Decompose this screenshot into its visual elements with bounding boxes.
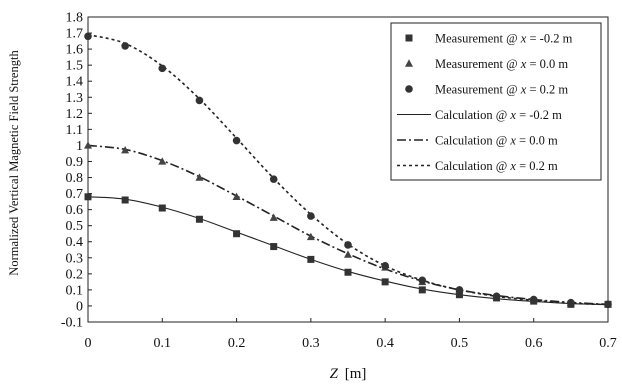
measurement-point-0-10 bbox=[455, 291, 463, 299]
measurement-point-2-10 bbox=[455, 286, 464, 294]
legend-label-prefix: Measurement @ bbox=[435, 57, 521, 71]
y-tick-label: 1.4 bbox=[66, 75, 84, 90]
axes: -0.100.10.20.30.40.50.60.70.80.911.11.21… bbox=[61, 11, 617, 352]
measurement-markers bbox=[84, 32, 612, 309]
y-tick-label: 0.4 bbox=[66, 235, 84, 250]
measurement-point-1-6 bbox=[306, 232, 315, 241]
y-tick-label: 1 bbox=[76, 139, 83, 154]
legend-box bbox=[390, 22, 602, 181]
legend-swatch-marker-1 bbox=[405, 59, 413, 67]
x-axis-variable: Z bbox=[330, 366, 339, 382]
x-tick-label: 0.1 bbox=[154, 336, 172, 351]
y-tick-label: 0.6 bbox=[66, 203, 84, 218]
measurement-point-0-9 bbox=[418, 286, 426, 294]
legend-label-prefix: Measurement @ bbox=[435, 83, 521, 97]
y-tick-label: 1.5 bbox=[66, 59, 84, 74]
measurement-point-2-1 bbox=[121, 42, 129, 50]
legend-label-value: = 0.2 m bbox=[516, 159, 558, 173]
legend-label-variable: x bbox=[509, 108, 516, 122]
x-axis-unit: [m] bbox=[345, 366, 367, 382]
measurement-point-2-4 bbox=[232, 136, 241, 145]
measurement-point-1-4 bbox=[232, 192, 241, 200]
x-tick-label: 0.5 bbox=[451, 336, 469, 351]
x-tick-label: 0.6 bbox=[525, 336, 543, 351]
measurement-point-2-11 bbox=[492, 292, 501, 301]
measurement-point-2-3 bbox=[195, 96, 204, 105]
measurement-point-0-0 bbox=[84, 193, 92, 201]
y-tick-label: 0.9 bbox=[66, 155, 84, 170]
measurement-point-2-14 bbox=[604, 300, 612, 309]
measurement-point-1-3 bbox=[195, 173, 204, 181]
x-tick-label: 0.7 bbox=[599, 336, 617, 351]
measurement-point-2-13 bbox=[567, 298, 575, 307]
measurement-point-1-2 bbox=[158, 157, 167, 165]
legend-label-prefix: Calculation @ bbox=[435, 159, 510, 173]
legend-label-value: = 0.0 m bbox=[516, 134, 558, 148]
measurement-point-0-7 bbox=[344, 268, 352, 276]
measurement-point-1-1 bbox=[121, 146, 130, 154]
measurement-point-1-5 bbox=[269, 213, 278, 221]
measurement-point-0-2 bbox=[158, 204, 166, 212]
y-tick-label: 0.1 bbox=[66, 283, 84, 298]
x-tick-label: 0.4 bbox=[376, 336, 394, 351]
y-tick-label: 1.2 bbox=[66, 107, 84, 122]
legend-label-prefix: Calculation @ bbox=[435, 108, 510, 122]
measurement-point-0-1 bbox=[121, 196, 129, 204]
legend-label-0: Measurement @ x = -0.2 m bbox=[435, 32, 573, 46]
legend-label-variable: x bbox=[520, 57, 527, 71]
y-tick-label: 1.1 bbox=[66, 123, 84, 138]
measurement-point-0-4 bbox=[233, 230, 241, 238]
legend-label-value: = -0.2 m bbox=[516, 108, 562, 122]
legend-label-3: Calculation @ x = -0.2 m bbox=[435, 108, 562, 122]
y-tick-label: 0.2 bbox=[66, 267, 84, 282]
measurement-point-0-8 bbox=[381, 278, 389, 286]
y-tick-label: -0.1 bbox=[61, 316, 83, 331]
legend-label-value: = 0.0 m bbox=[526, 57, 568, 71]
legend-label-prefix: Measurement @ bbox=[435, 32, 521, 46]
legend-swatch-marker-0 bbox=[405, 34, 413, 42]
y-tick-label: 0.8 bbox=[66, 171, 84, 186]
measurement-point-1-7 bbox=[344, 250, 352, 258]
y-tick-label: 0.7 bbox=[66, 187, 84, 202]
legend-swatch-marker-2 bbox=[405, 85, 413, 93]
legend-label-variable: x bbox=[509, 134, 516, 148]
legend-label-4: Calculation @ x = 0.0 m bbox=[435, 134, 558, 148]
x-tick-label: 0 bbox=[85, 336, 92, 351]
legend-label-variable: x bbox=[509, 159, 516, 173]
legend-label-variable: x bbox=[520, 32, 527, 46]
plot-frame bbox=[87, 16, 609, 323]
legend-label-variable: x bbox=[520, 83, 527, 97]
measurement-point-2-8 bbox=[381, 262, 389, 270]
measurement-point-2-2 bbox=[158, 64, 167, 73]
y-axis-label: Normalized Vertical Magnetic Field Stren… bbox=[7, 50, 21, 276]
measurement-point-2-6 bbox=[307, 212, 315, 220]
legend-label-value: = 0.2 m bbox=[526, 83, 568, 97]
y-tick-label: 1.7 bbox=[66, 27, 84, 42]
y-tick-label: 0.5 bbox=[66, 219, 84, 234]
measurement-point-2-7 bbox=[344, 241, 352, 249]
measurement-point-0-6 bbox=[307, 255, 315, 263]
legend-label-5: Calculation @ x = 0.2 m bbox=[435, 159, 558, 173]
measurement-point-1-0 bbox=[84, 141, 92, 149]
x-axis-label: Z [m] bbox=[330, 366, 367, 382]
measurement-point-2-0 bbox=[84, 32, 92, 41]
legend-label-1: Measurement @ x = 0.0 m bbox=[435, 57, 568, 71]
measurement-point-0-5 bbox=[270, 243, 278, 251]
x-tick-label: 0.3 bbox=[302, 336, 320, 351]
y-tick-label: 1.8 bbox=[66, 11, 84, 26]
y-tick-label: 1.3 bbox=[66, 91, 84, 106]
measurement-point-2-5 bbox=[269, 175, 278, 183]
y-tick-label: 0 bbox=[76, 299, 83, 314]
y-tick-label: 0.3 bbox=[66, 251, 84, 266]
measurement-point-2-12 bbox=[529, 295, 538, 304]
x-tick-label: 0.2 bbox=[228, 336, 246, 351]
measurement-point-0-3 bbox=[195, 215, 203, 223]
legend-label-value: = -0.2 m bbox=[526, 32, 572, 46]
y-tick-label: 1.6 bbox=[66, 43, 84, 58]
legend-label-2: Measurement @ x = 0.2 m bbox=[435, 83, 568, 97]
measurement-point-2-9 bbox=[418, 276, 427, 285]
legend-label-prefix: Calculation @ bbox=[435, 134, 510, 148]
